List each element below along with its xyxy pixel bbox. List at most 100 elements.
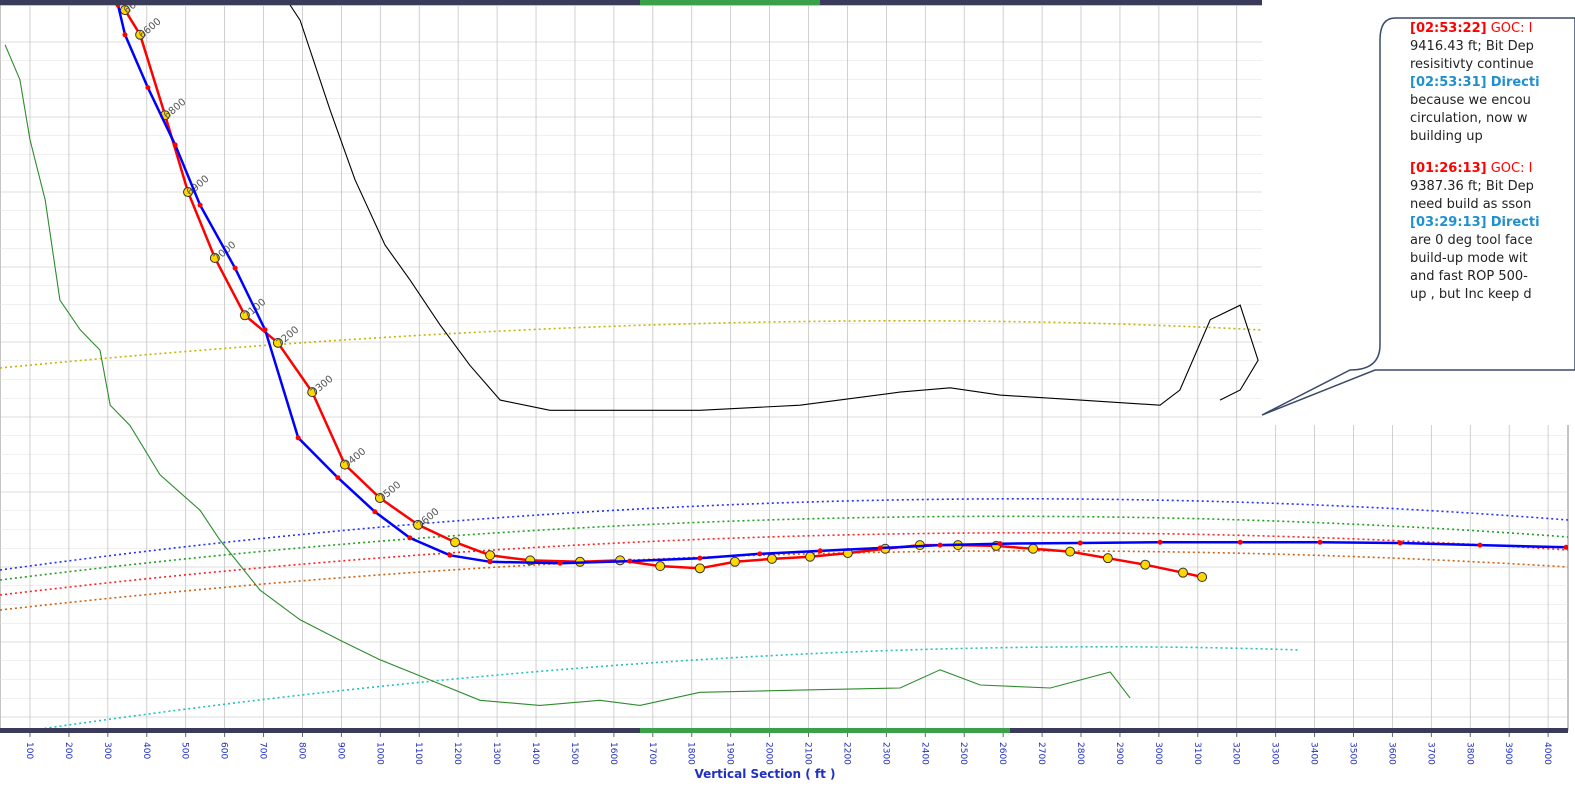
- callout-line: resisitivty continue: [1410, 57, 1534, 72]
- x-tick-label: 3700: [1425, 742, 1435, 765]
- point: [877, 545, 883, 551]
- x-tick-label: 3200: [1231, 742, 1241, 765]
- formation-lines: [0, 320, 1568, 730]
- point: [655, 561, 666, 572]
- x-tick-label: 2200: [841, 742, 851, 765]
- entry-kind: Directi: [1491, 215, 1540, 230]
- series-line: [123, 9, 1203, 579]
- formation-line: [0, 531, 1568, 596]
- callout-line: 9416.43 ft; Bit Dep: [1410, 39, 1534, 54]
- callout-line: building up: [1410, 129, 1483, 144]
- callout-heading: [02:53:22] GOC: I: [1410, 21, 1532, 36]
- point: [447, 552, 453, 558]
- point: [694, 563, 705, 574]
- point: [1477, 542, 1483, 548]
- point: [115, 5, 121, 8]
- x-tick-label: 600: [219, 742, 229, 759]
- series-line: [289, 5, 1259, 411]
- x-tick-label: 3400: [1309, 742, 1319, 765]
- point: [1157, 539, 1163, 545]
- point: [1028, 543, 1039, 554]
- point: [729, 556, 740, 567]
- series-line: [116, 5, 1567, 565]
- point: [485, 550, 496, 561]
- point: [1077, 540, 1083, 546]
- point: [262, 327, 268, 333]
- entry-kind: GOC: I: [1491, 21, 1533, 36]
- point: [805, 551, 816, 562]
- x-tick-label: 1600: [608, 742, 618, 765]
- timestamp: [02:53:22]: [1410, 21, 1487, 36]
- timestamp: [03:29:13]: [1410, 215, 1487, 230]
- x-tick-label: 3500: [1348, 742, 1358, 765]
- x-tick-label: 1800: [686, 742, 696, 765]
- timestamp: [01:26:13]: [1410, 161, 1487, 176]
- color-strip: [0, 0, 1262, 5]
- point: [1237, 539, 1243, 545]
- callout-bubble: [1261, 17, 1575, 416]
- point: [232, 265, 238, 271]
- callout-line: are 0 deg tool face: [1410, 233, 1533, 248]
- x-tick-label: 1700: [647, 742, 657, 765]
- point: [1197, 572, 1208, 583]
- color-strip: [640, 728, 1010, 733]
- callout-line: because we encou: [1410, 93, 1531, 108]
- color-strip: [640, 0, 820, 5]
- point: [272, 337, 283, 348]
- x-tick-label: 3000: [1153, 742, 1163, 765]
- point: [1317, 539, 1323, 545]
- callout-line: up , but Inc keep d: [1410, 287, 1532, 302]
- point: [1102, 553, 1113, 564]
- x-tick-label: 2100: [803, 742, 813, 765]
- callout-heading: [03:29:13] Directi: [1410, 215, 1540, 230]
- x-tick-label: 3300: [1270, 742, 1280, 765]
- point: [122, 32, 128, 38]
- series-line: [4, 44, 1131, 706]
- point: [372, 509, 378, 515]
- point: [172, 142, 178, 148]
- x-tick-label: 3800: [1464, 742, 1474, 765]
- point: [307, 387, 318, 398]
- point: [239, 310, 250, 321]
- point: [374, 493, 385, 503]
- x-tick-label: 900: [335, 742, 345, 759]
- x-tick-label: 2300: [880, 742, 890, 765]
- point: [1397, 540, 1403, 546]
- point: [697, 555, 703, 561]
- x-tick-label: 200: [63, 742, 73, 759]
- callout-heading: [02:53:31] Directi: [1410, 75, 1540, 90]
- formation-line: [0, 550, 1568, 611]
- entry-kind: Directi: [1491, 75, 1540, 90]
- x-tick-label: 2400: [919, 742, 929, 765]
- formation-line: [0, 320, 1263, 369]
- point: [997, 541, 1003, 547]
- x-tick-label: 2700: [1036, 742, 1046, 765]
- point: [817, 548, 823, 554]
- point: [339, 459, 350, 470]
- x-tick-label: 3600: [1386, 742, 1396, 765]
- x-tick-label: 1300: [491, 742, 501, 765]
- point: [627, 558, 633, 564]
- point: [1065, 546, 1076, 557]
- callout-line: build-up mode wit: [1410, 251, 1528, 266]
- point: [937, 542, 943, 548]
- point: [209, 253, 220, 264]
- point: [1140, 559, 1151, 570]
- point: [413, 519, 424, 530]
- formation-line: [0, 498, 1568, 571]
- x-tick-label: 1500: [569, 742, 579, 765]
- point: [183, 187, 194, 198]
- point: [1563, 544, 1568, 550]
- x-tick-label: 2500: [958, 742, 968, 765]
- x-tick-label: 4000: [1542, 742, 1552, 765]
- callout-text: [02:53:22] GOC: I 9416.43 ft; Bit Dep resi…: [1410, 21, 1540, 302]
- point: [757, 551, 763, 557]
- point: [1178, 567, 1189, 578]
- callout-line: need build as sson: [1410, 197, 1531, 212]
- x-tick-label: 3100: [1192, 742, 1202, 765]
- callout-heading: [01:26:13] GOC: I: [1410, 161, 1532, 176]
- x-tick-label: 300: [102, 742, 112, 759]
- x-tick-label: 1900: [725, 742, 735, 765]
- callout-line: and fast ROP 500-: [1410, 269, 1528, 284]
